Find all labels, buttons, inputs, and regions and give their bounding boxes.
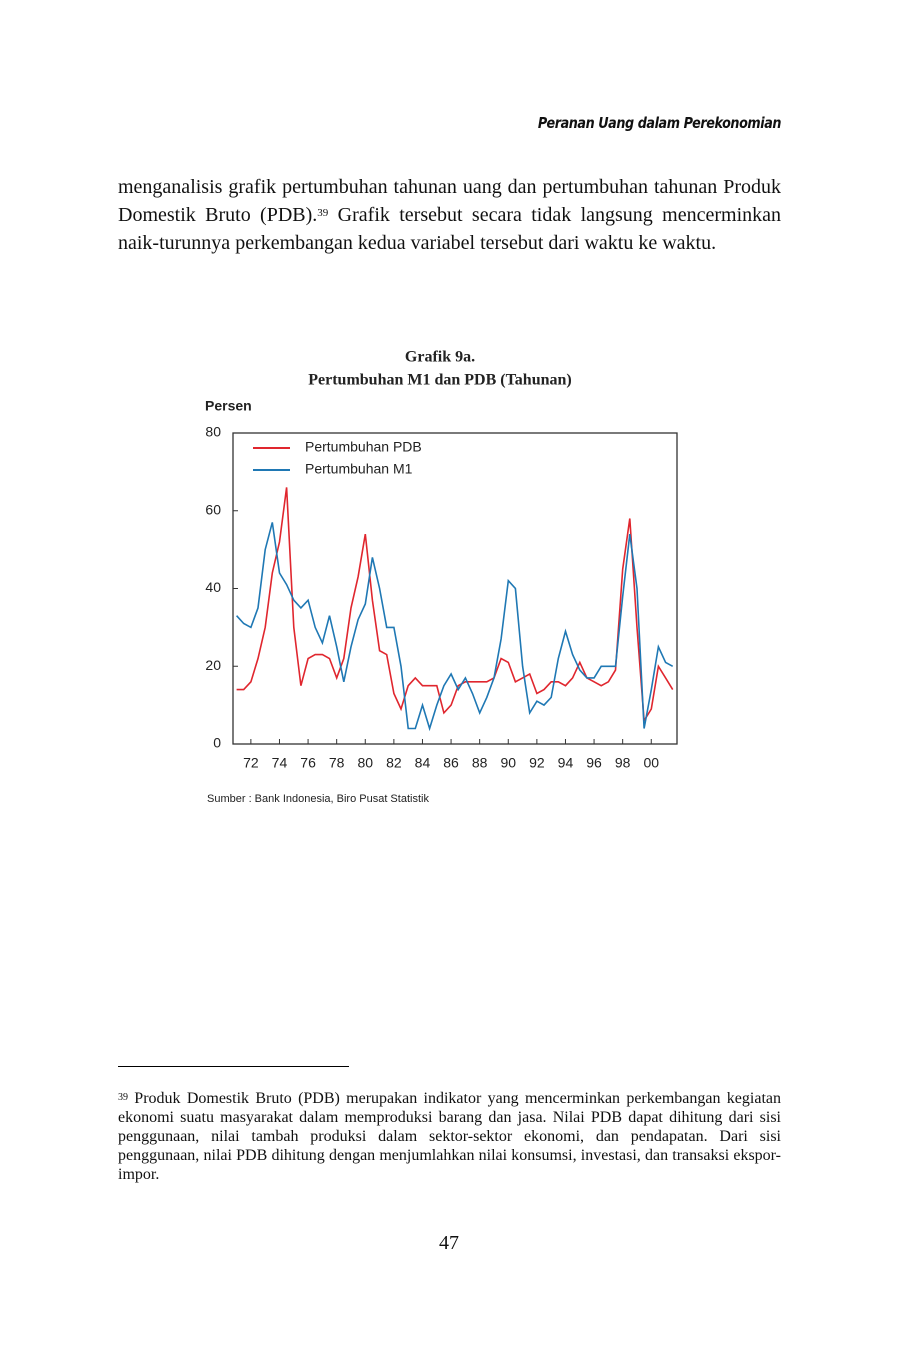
- y-tick-label: 40: [205, 579, 221, 595]
- chart: Grafik 9a. Pertumbuhan M1 dan PDB (Tahun…: [205, 349, 678, 805]
- x-tick-label: 90: [500, 755, 516, 771]
- footnote-rule: [118, 1066, 349, 1067]
- text: Grafik tersebut secara tidak langsung me…: [118, 204, 782, 254]
- footnote-text: Produk Domestik Bruto (PDB) merupakan in…: [118, 1090, 782, 1183]
- plot-frame: [232, 432, 678, 745]
- x-tick-label: 94: [558, 755, 574, 771]
- x-tick-label: 86: [443, 755, 459, 771]
- x-tick-label: 80: [357, 755, 373, 771]
- y-tick-label: 60: [205, 501, 221, 517]
- source: Sumber : Bank Indonesia, Biro Pusat Stat…: [207, 793, 429, 805]
- text: menganalisis grafik pertumbuhan tahunan …: [118, 176, 781, 226]
- legend-label: Pertumbuhan PDB: [305, 439, 422, 455]
- x-tick-label: 82: [386, 755, 402, 771]
- x-tick-label: 88: [472, 755, 488, 771]
- page-number: 47: [439, 1232, 459, 1254]
- legend-label: Pertumbuhan M1: [305, 461, 413, 477]
- y-tick-label: 80: [205, 424, 221, 440]
- x-tick-label: 78: [329, 755, 345, 771]
- footnote-ref: 39: [317, 207, 329, 219]
- y-tick-label: 0: [213, 735, 221, 751]
- x-tick-label: 84: [415, 755, 431, 771]
- footnote: 39 Produk Domestik Bruto (PDB) merupakan…: [118, 1089, 781, 1184]
- x-tick-label: 00: [643, 755, 659, 771]
- x-tick-label: 74: [272, 755, 288, 771]
- y-tick-label: 20: [205, 657, 221, 673]
- x-tick-label: 72: [243, 755, 259, 771]
- chart-title: Grafik 9a.: [405, 349, 475, 366]
- running-header: Peranan Uang dalam Perekonomian: [537, 114, 782, 132]
- footnote-marker: 39: [118, 1092, 128, 1103]
- x-tick-label: 92: [529, 755, 545, 771]
- x-tick-label: 96: [586, 755, 602, 771]
- paragraph: menganalisis grafik pertumbuhan tahunan …: [118, 173, 781, 257]
- series-line: [236, 522, 674, 732]
- chart-subtitle: Pertumbuhan M1 dan PDB (Tahunan): [308, 372, 571, 389]
- x-tick-label: 98: [615, 755, 631, 771]
- series-line: [236, 487, 674, 724]
- y-axis-label: Persen: [205, 398, 252, 414]
- x-tick-label: 76: [300, 755, 316, 771]
